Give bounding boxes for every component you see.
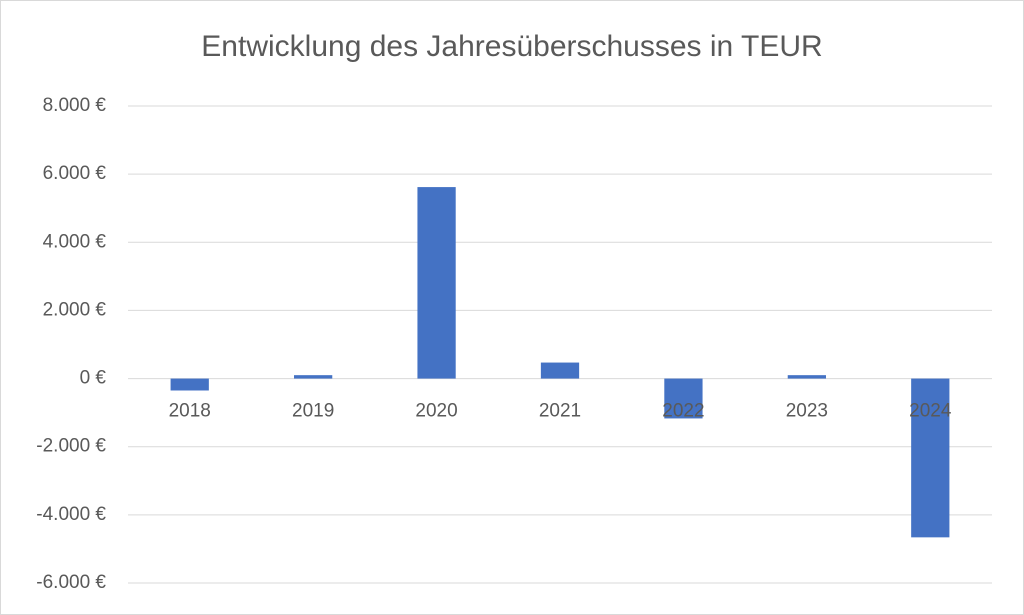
x-tick-label: 2018 [169, 401, 211, 422]
x-tick-label: 2024 [909, 401, 952, 422]
bar [540, 362, 580, 379]
y-tick-label: 0 € [80, 368, 107, 389]
y-tick-label: -4.000 € [36, 504, 106, 525]
bar [170, 378, 209, 391]
y-tick-label: -2.000 € [36, 436, 106, 457]
y-tick-label: 2.000 € [43, 299, 107, 320]
bar [294, 375, 333, 379]
x-tick-label: 2019 [292, 401, 334, 422]
x-tick-label: 2022 [662, 401, 704, 422]
x-tick-label: 2020 [415, 401, 457, 422]
bar [417, 187, 456, 379]
grid-layer [128, 105, 992, 584]
bar-layer [170, 187, 950, 538]
y-tick-label: -6.000 € [36, 572, 106, 593]
chart-title: Entwicklung des Jahresüberschusses in TE… [201, 30, 822, 63]
bar [787, 375, 826, 379]
x-tick-label: 2023 [786, 401, 828, 422]
label-layer: -6.000 € -4.000 € -2.000 € 0 € 2.000 € 4.000 … [36, 95, 952, 593]
bar [664, 378, 703, 419]
y-tick-label: 4.000 € [43, 231, 107, 252]
y-tick-label: 8.000 € [43, 95, 107, 116]
x-tick-label: 2021 [539, 401, 581, 422]
bar [911, 378, 950, 538]
y-tick-label: 6.000 € [43, 163, 107, 184]
